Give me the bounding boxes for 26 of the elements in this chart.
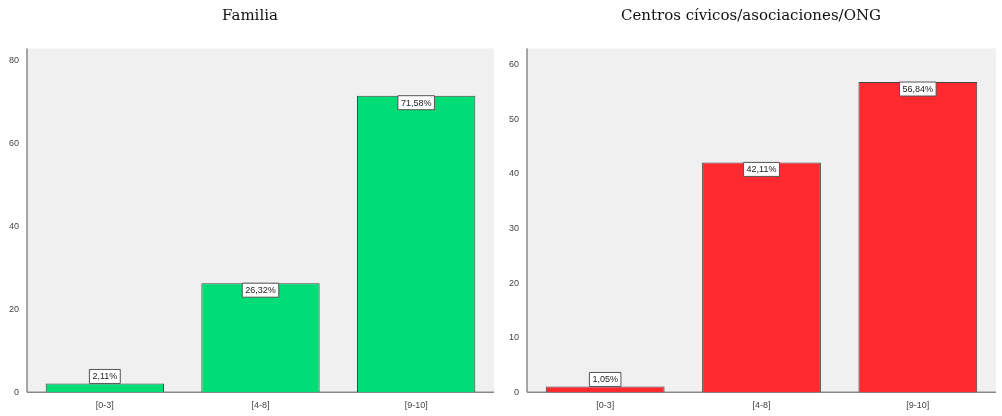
- y-tick-label: 40: [509, 168, 520, 179]
- y-tick-label: 40: [9, 221, 20, 231]
- y-tick-label: 20: [9, 303, 20, 314]
- data-label: 26,32%: [245, 285, 276, 296]
- x-tick-label: [0-3]: [596, 400, 615, 411]
- data-label: 1,05%: [592, 374, 618, 385]
- x-tick-label: [4-8]: [251, 400, 270, 411]
- x-tick-label: [4-8]: [752, 400, 771, 411]
- chart-title: Familia: [221, 6, 279, 24]
- y-tick-label: 0: [514, 386, 520, 397]
- y-tick-label: 10: [509, 332, 520, 343]
- x-tick-label: [9-10]: [404, 400, 428, 411]
- data-label: 56,84%: [902, 84, 934, 94]
- y-tick-label: 60: [9, 138, 20, 149]
- x-tick-label: [0-3]: [95, 400, 114, 411]
- x-tick-label: [9-10]: [906, 400, 930, 411]
- y-tick-label: 50: [509, 113, 520, 124]
- data-label: 2,11%: [92, 371, 118, 382]
- y-tick-label: 60: [509, 59, 520, 70]
- data-label: 71,58%: [400, 97, 432, 108]
- y-tick-label: 0: [14, 386, 20, 397]
- y-tick-label: 80: [9, 55, 20, 66]
- chart-title: Centros cívicos/asociaciones/ONG: [619, 6, 883, 24]
- data-label: 42,11%: [746, 164, 777, 175]
- y-tick-label: 20: [509, 277, 520, 288]
- y-tick-label: 30: [509, 222, 520, 233]
